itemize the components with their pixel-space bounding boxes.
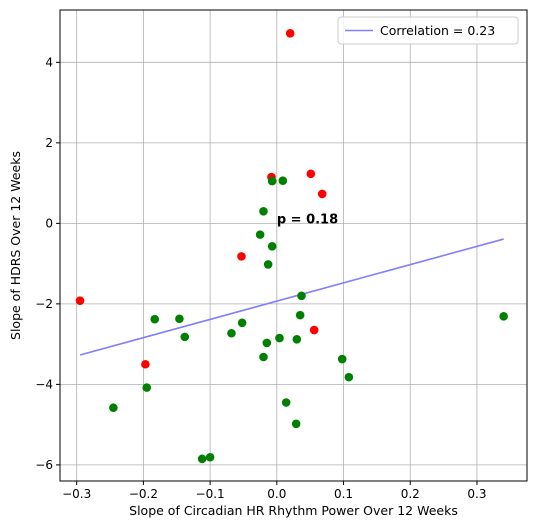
green-point [255, 230, 265, 239]
x-tick-label: 0.1 [334, 487, 353, 501]
legend-box [337, 16, 519, 45]
x-tick-label: −0.2 [129, 487, 158, 501]
legend: Correlation = 0.23 [337, 16, 519, 45]
p-value-annotation: p = 0.18 [277, 212, 338, 227]
green-point [109, 403, 118, 413]
y-tick-label: 4 [45, 55, 53, 69]
red-point [306, 169, 316, 179]
green-point [291, 419, 301, 429]
green-point [259, 206, 268, 216]
correlation-line [79, 238, 504, 356]
plot-frame [59, 9, 528, 482]
legend-label: Correlation = 0.23 [380, 23, 495, 38]
green-point [205, 452, 215, 462]
y-tick-label: −6 [35, 458, 53, 472]
y-axis-label: Slope of HDRS Over 12 Weeks [8, 151, 23, 340]
y-tick-layer: −6 −4 −2 0 2 4 [35, 55, 60, 472]
green-point [262, 338, 272, 348]
green-point [142, 383, 152, 392]
x-tick-label: 0.2 [401, 487, 420, 501]
green-point [267, 176, 277, 186]
x-tick-label: 0.0 [267, 487, 286, 501]
x-tick-layer: −0.3 −0.2 −0.1 0.0 0.1 0.2 0.3 [62, 481, 487, 501]
x-tick-label: 0.3 [467, 487, 486, 501]
red-point [317, 189, 327, 199]
red-point [285, 29, 295, 38]
green-point [344, 372, 354, 382]
green-point [292, 334, 302, 344]
red-point [141, 359, 150, 369]
green-point [295, 310, 305, 320]
y-tick-label: 2 [45, 136, 53, 150]
green-point [267, 242, 277, 251]
x-axis-label: Slope of Circadian HR Rhythm Power Over … [129, 503, 458, 518]
green-point [281, 398, 291, 407]
y-tick-label: −2 [35, 297, 53, 311]
green-point [499, 312, 508, 321]
green-point [297, 291, 306, 301]
red-point [309, 325, 319, 335]
x-tick-label: −0.1 [196, 487, 225, 501]
green-point [197, 454, 207, 464]
y-tick-label: −4 [35, 377, 53, 391]
green-point [337, 354, 347, 364]
green-point [237, 318, 247, 328]
green-point [180, 332, 190, 342]
green-point [263, 260, 273, 269]
green-point [278, 176, 288, 185]
green-point [150, 314, 160, 324]
green-point [275, 333, 284, 343]
green-point [227, 328, 236, 338]
points-layer [75, 29, 508, 464]
grid-layer [60, 10, 527, 481]
green-point [175, 314, 184, 324]
x-tick-label: −0.3 [62, 487, 91, 501]
red-point [75, 296, 85, 305]
correlation-line-layer [79, 238, 504, 356]
green-point [259, 352, 268, 362]
y-tick-label: 0 [45, 216, 53, 230]
red-point [237, 252, 246, 261]
